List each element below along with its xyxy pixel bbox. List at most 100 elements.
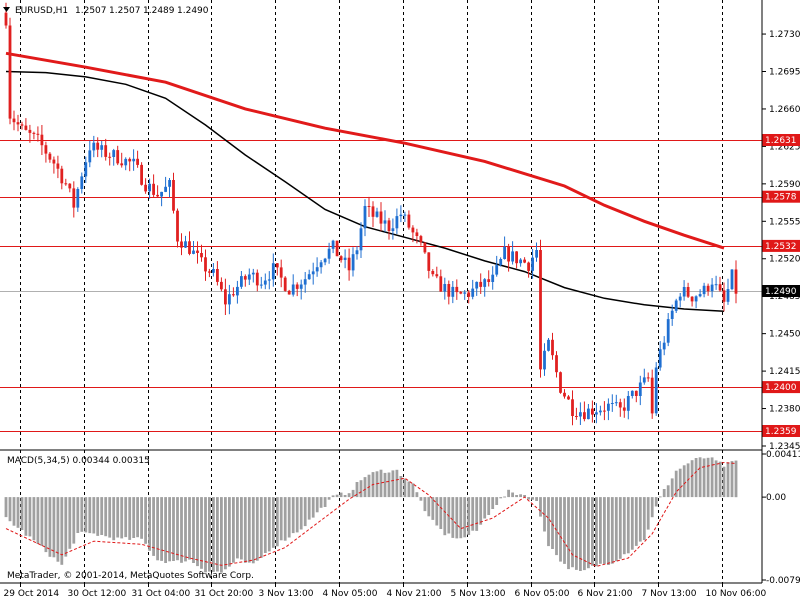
- candle-body: [638, 382, 642, 396]
- macd-bar: [156, 497, 159, 561]
- macd-tick-label: 0.00411: [766, 450, 800, 460]
- macd-bar: [587, 497, 590, 569]
- ohlc-high: 1.2507: [109, 6, 141, 16]
- candle-body: [148, 183, 151, 192]
- macd-bar: [132, 497, 136, 538]
- price-level-tag: [762, 190, 800, 203]
- macd-bar: [427, 497, 431, 517]
- candle-body: [128, 158, 132, 162]
- macd-bar: [603, 497, 606, 564]
- triangle-down-icon[interactable]: [3, 7, 10, 12]
- macd-bar: [555, 497, 558, 556]
- macd-bar: [80, 497, 84, 532]
- macd-bar: [144, 497, 147, 544]
- candle-body: [24, 125, 28, 130]
- macd-bar: [323, 497, 327, 507]
- price-level-tag-label: 1.2578: [765, 193, 797, 203]
- price-tick-label: 1.2520: [769, 255, 800, 265]
- macd-bar: [599, 497, 602, 564]
- candle-body: [599, 410, 602, 413]
- candle-body: [355, 250, 359, 255]
- macd-bar: [626, 497, 630, 554]
- price-tick-label: 1.2380: [769, 405, 800, 415]
- macd-bar: [204, 497, 207, 573]
- macd-bar: [327, 497, 331, 500]
- macd-bar: [519, 494, 522, 498]
- candle-body: [730, 269, 734, 290]
- macd-bar: [531, 497, 534, 500]
- price-level-tag: [762, 425, 800, 437]
- candle-body: [415, 232, 419, 236]
- macd-bar: [52, 497, 56, 558]
- candle-body: [714, 284, 718, 286]
- macd-bar: [634, 497, 638, 546]
- candle-body: [435, 274, 439, 277]
- candle-body: [411, 227, 415, 233]
- candle-body: [259, 284, 263, 286]
- macd-bar: [379, 469, 383, 498]
- candle-body: [535, 250, 538, 258]
- candle-body: [32, 132, 36, 134]
- macd-bar: [128, 497, 132, 540]
- candle-body: [116, 150, 120, 164]
- candle-body: [68, 183, 72, 189]
- candle-body: [168, 180, 171, 187]
- copyright-text: MetaTrader, © 2001-2014, MetaQuotes Soft…: [7, 571, 254, 581]
- candle-body: [571, 399, 574, 416]
- candle-body: [132, 158, 136, 162]
- candle-body: [491, 274, 495, 282]
- candle-body: [503, 246, 506, 259]
- price-tick-label: 1.2485: [769, 292, 800, 302]
- candle-body: [271, 263, 275, 280]
- time-tick-label: 6 Nov 21:00: [578, 589, 633, 599]
- macd-bar: [363, 477, 367, 498]
- price-level-tag: [762, 381, 800, 394]
- candle-body: [84, 162, 88, 177]
- macd-bar: [487, 497, 491, 515]
- candle-body: [555, 355, 558, 373]
- candle-body: [531, 257, 534, 271]
- candle-body: [20, 124, 24, 126]
- candle-body: [626, 396, 630, 411]
- macd-bar: [503, 496, 506, 498]
- ma-fast-line: [5, 51, 725, 250]
- macd-bar: [690, 460, 694, 498]
- macd-bar: [16, 497, 20, 528]
- candle-body: [216, 269, 219, 282]
- candle-body: [236, 286, 239, 296]
- time-tick-label: 5 Nov 13:00: [451, 589, 506, 599]
- candle-body: [4, 12, 8, 26]
- macd-bar: [547, 497, 550, 547]
- candle-body: [88, 150, 92, 163]
- candle-body: [539, 250, 542, 370]
- candle-body: [495, 265, 499, 275]
- ohlc-low: 1.2489: [143, 6, 175, 16]
- price-level-tag: [762, 134, 800, 146]
- candle-body: [682, 287, 686, 297]
- candle-body: [359, 228, 363, 251]
- macd-bar: [654, 497, 658, 507]
- candle-body: [108, 156, 112, 158]
- candle-body: [527, 262, 530, 271]
- macd-bar: [367, 474, 371, 498]
- macd-bar: [267, 497, 271, 552]
- macd-bar: [726, 462, 730, 498]
- candle-body: [547, 339, 550, 351]
- candle-body: [658, 349, 662, 368]
- macd-bar: [172, 497, 175, 561]
- candle-body: [407, 214, 411, 228]
- macd-bar: [443, 497, 447, 536]
- candle-body: [630, 390, 634, 396]
- candle-body: [734, 269, 738, 294]
- candle-body: [327, 248, 331, 259]
- candle-body: [403, 214, 407, 216]
- macd-bar: [563, 497, 566, 564]
- macd-bar: [236, 497, 239, 559]
- macd-label: MACD(5,34,5) 0.00344 0.00315: [7, 456, 150, 466]
- macd-bar: [295, 497, 299, 533]
- candle-body: [455, 286, 459, 293]
- macd-bar: [271, 497, 275, 548]
- candle-body: [702, 285, 706, 295]
